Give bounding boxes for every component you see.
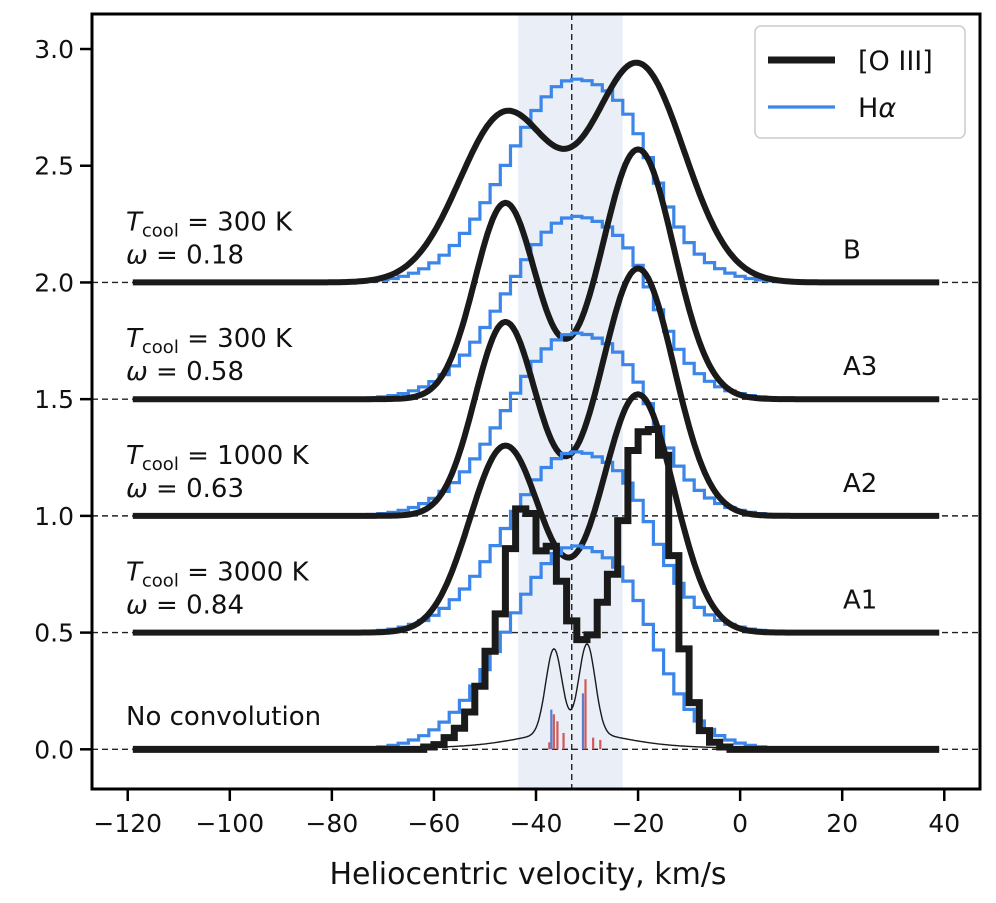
tcool-equals: = xyxy=(179,324,217,354)
tcool-subscript: cool xyxy=(142,571,179,592)
omega-value: 0.18 xyxy=(186,240,244,270)
x-tick-label: −120 xyxy=(93,809,162,838)
tcool-symbol: T xyxy=(126,558,144,588)
tcool-symbol: T xyxy=(126,207,144,237)
panel-name-A1: A1 xyxy=(843,586,877,616)
tcool-symbol: T xyxy=(126,441,144,471)
tcool-value: 3000 K xyxy=(217,558,309,588)
x-tick-label: −100 xyxy=(195,809,264,838)
oiii-histogram-unconvolved xyxy=(132,426,940,753)
y-tick-label: 1.0 xyxy=(34,502,74,531)
y-tick-label: 1.5 xyxy=(34,385,74,414)
intrinsic-profile-line xyxy=(352,642,761,750)
omega-symbol: ω xyxy=(126,357,148,387)
omega-value: 0.58 xyxy=(186,357,244,387)
legend-halpha-label: Hα xyxy=(858,93,896,124)
omega-label-A1: ω = 0.84 xyxy=(126,591,244,621)
legend-box xyxy=(754,25,966,139)
oiii-series-A2 xyxy=(132,265,940,519)
tcool-equals: = xyxy=(179,558,217,588)
legend-halpha-alpha: α xyxy=(878,93,896,124)
y-tick-label: 2.5 xyxy=(34,152,74,181)
x-tick-label: −20 xyxy=(612,809,665,838)
omega-equals: = xyxy=(148,591,186,621)
x-axis-title: Heliocentric velocity, km/s xyxy=(329,857,726,892)
oiii-series-A1 xyxy=(132,391,940,636)
tcool-label-A1: Tcool = 3000 K xyxy=(126,558,310,592)
no-convolution-label: No convolution xyxy=(126,702,321,732)
omega-label-B: ω = 0.18 xyxy=(126,240,244,270)
tcool-symbol: T xyxy=(126,324,144,354)
tcool-equals: = xyxy=(179,441,217,471)
omega-value: 0.63 xyxy=(186,474,244,504)
x-tick-label: 40 xyxy=(928,809,960,838)
omega-symbol: ω xyxy=(126,474,148,504)
x-tick-label: −80 xyxy=(305,809,358,838)
x-tick-label: 20 xyxy=(826,809,858,838)
y-tick-label: 0.5 xyxy=(34,619,74,648)
x-tick-label: −60 xyxy=(408,809,461,838)
tcool-label-B: Tcool = 300 K xyxy=(126,207,293,241)
panel-name-A3: A3 xyxy=(843,352,877,382)
tcool-subscript: cool xyxy=(142,220,179,241)
panel-name-B: B xyxy=(843,235,861,265)
panel-name-A2: A2 xyxy=(843,469,877,499)
legend-oiii-label: [O III] xyxy=(858,46,933,77)
omega-equals: = xyxy=(148,357,186,387)
omega-label-A3: ω = 0.58 xyxy=(126,357,244,387)
tcool-equals: = xyxy=(179,207,217,237)
tcool-label-A3: Tcool = 300 K xyxy=(126,324,293,358)
omega-equals: = xyxy=(148,240,186,270)
y-tick-label: 2.0 xyxy=(34,268,74,297)
oiii-series-A3 xyxy=(132,146,940,403)
tcool-value: 300 K xyxy=(217,207,293,237)
tcool-subscript: cool xyxy=(142,454,179,475)
omega-label-A2: ω = 0.63 xyxy=(126,474,244,504)
tcool-value: 1000 K xyxy=(217,441,309,471)
tcool-value: 300 K xyxy=(217,324,293,354)
omega-value: 0.84 xyxy=(186,591,244,621)
oiii-series-B xyxy=(132,59,940,286)
y-tick-label: 0.0 xyxy=(34,735,74,764)
y-tick-label: 3.0 xyxy=(34,35,74,64)
x-tick-label: 0 xyxy=(732,809,748,838)
tcool-subscript: cool xyxy=(142,337,179,358)
omega-equals: = xyxy=(148,474,186,504)
omega-symbol: ω xyxy=(126,240,148,270)
tcool-label-A2: Tcool = 1000 K xyxy=(126,441,310,475)
legend-halpha-h: H xyxy=(858,93,878,124)
x-tick-label: −40 xyxy=(510,809,563,838)
omega-symbol: ω xyxy=(126,591,148,621)
